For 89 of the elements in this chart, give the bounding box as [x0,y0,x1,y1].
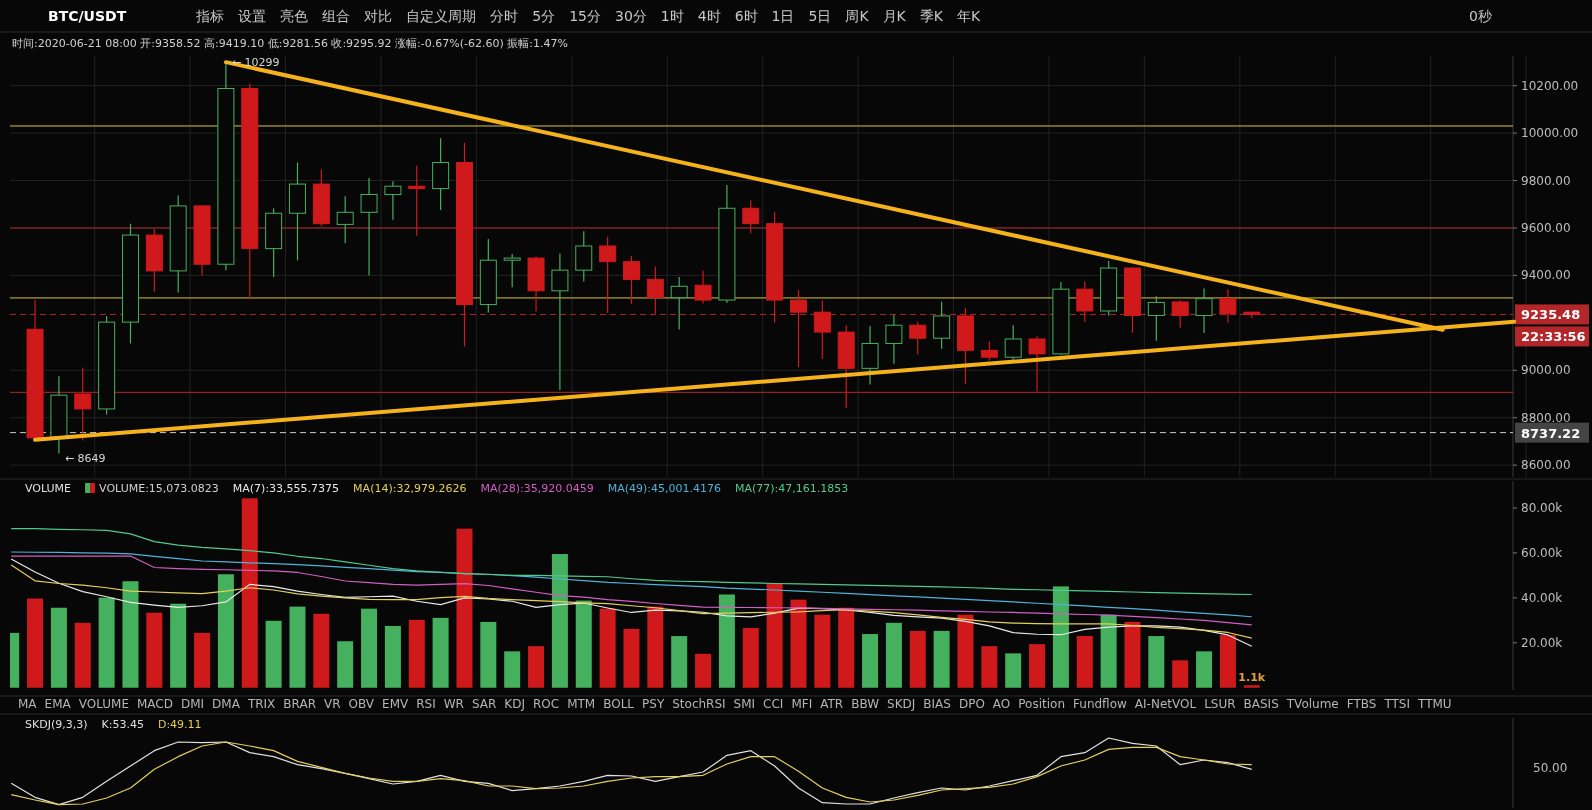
text: MACD [136,697,173,711]
text: 15分 [569,8,601,24]
text: AO [992,697,1011,711]
text: MA(77):47,161.1853 [735,482,849,495]
y-tick-label: 9400.00 [1521,268,1571,283]
text: RSI [416,697,436,711]
y-tick-label: 80.00k [1521,500,1563,515]
text: EMV [382,697,409,711]
text: TRIX [246,697,276,711]
series-label: D:49.11 [157,718,202,731]
text: 指标 [195,8,225,24]
text: SKDJ [887,697,916,711]
text: 5分 [532,8,556,24]
text: StochRSI [672,697,726,711]
text: 4时 [697,8,721,24]
text: CCI [763,697,784,711]
y-tick-label: 10000.00 [1521,126,1579,141]
text: LSUR [1204,697,1236,711]
y-tick-label: 10200.00 [1521,78,1579,93]
y-tick-label: 9000.00 [1521,363,1571,378]
ref-line-label: 9235.48 [1521,307,1581,323]
text: 设置 [238,8,267,24]
text: AI-NetVOL [1134,697,1197,711]
text: EMA [44,697,72,711]
y-tick-label: 20.00k [1521,635,1563,650]
text: MA(49):45,001.4176 [607,482,721,495]
text: SAR [471,697,497,711]
text: 季K [919,8,944,24]
text: 0秒 [1469,8,1492,24]
text: PSY [642,697,665,711]
text: VR [323,697,341,711]
chart-title: 时间:2020-06-21 08:00 开:9358.52 高:9419.10 低:9281.56 收:9295.92 涨幅:-0.67%(-62.60) 振幅:1.47% [12,37,568,50]
text: BOLL [603,697,635,711]
text: TTMU [1417,697,1452,711]
text: DPO [958,697,985,711]
text: 1时 [660,8,684,24]
y-tick-label: 8800.00 [1521,410,1571,425]
text: 5日 [808,8,832,24]
y-tick-label: 40.00k [1521,590,1563,605]
text: Position [1018,697,1066,711]
text: TTSI [1383,697,1411,711]
text: 年K [956,8,981,24]
text: 30分 [614,8,647,24]
text: 月K [882,8,907,24]
y-tick-label: 9800.00 [1521,173,1571,188]
annotation: ← 8649 [64,451,106,465]
text: 1日 [771,8,795,24]
text: BTC/USDT [48,8,127,24]
text: BIAS [923,697,951,711]
text: 组合 [322,8,351,24]
text: 6时 [734,8,758,24]
text: ROC [532,697,560,711]
y-tick-label: 60.00k [1521,545,1563,560]
legend-title: VOLUME [25,482,72,495]
y-tick-label: 9600.00 [1521,220,1571,235]
ref-line-label: 8737.22 [1521,425,1581,441]
text: MA(7):33,555.7375 [232,482,340,495]
text: DMA [212,697,241,711]
annotation: ← 10299 [231,56,280,70]
text: OBV [348,697,375,711]
text: SMI [733,697,756,711]
text: BRAR [283,697,316,711]
text: BASIS [1243,697,1279,711]
text: 22:33:56 [1521,329,1586,345]
text: 自定义周期 [406,8,477,24]
text: KDJ [504,697,525,711]
legend-label: VOLUME:15,073.0823 [99,482,219,495]
text: 亮色 [280,8,309,24]
text: MTM [567,697,596,711]
text: BBW [851,697,880,711]
text: 分时 [490,8,519,24]
text: MA(28):35,920.0459 [480,482,594,495]
text: 对比 [364,8,393,24]
text: FTBS [1346,697,1377,711]
legend-title: SKDJ(9,3,3) [25,718,88,731]
text: VOLUME [78,697,129,711]
text: Fundflow [1073,697,1128,711]
y-tick-label: 8600.00 [1521,458,1571,473]
data-label: 1.1k [1238,671,1266,685]
text: ATR [820,697,844,711]
text: TVolume [1285,697,1339,711]
text: MA [18,697,38,711]
text: MFI [791,697,813,711]
text: 50.00 [1533,761,1568,775]
text: WR [443,697,464,711]
text: DMI [180,697,205,711]
text: K:53.45 [101,718,144,731]
text: MA(14):32,979.2626 [353,482,467,495]
text: 周K [845,8,870,24]
